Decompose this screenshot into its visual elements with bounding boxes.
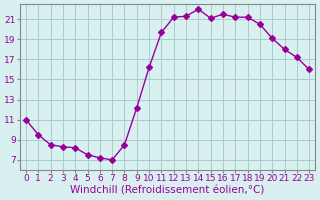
X-axis label: Windchill (Refroidissement éolien,°C): Windchill (Refroidissement éolien,°C) [70, 186, 265, 196]
